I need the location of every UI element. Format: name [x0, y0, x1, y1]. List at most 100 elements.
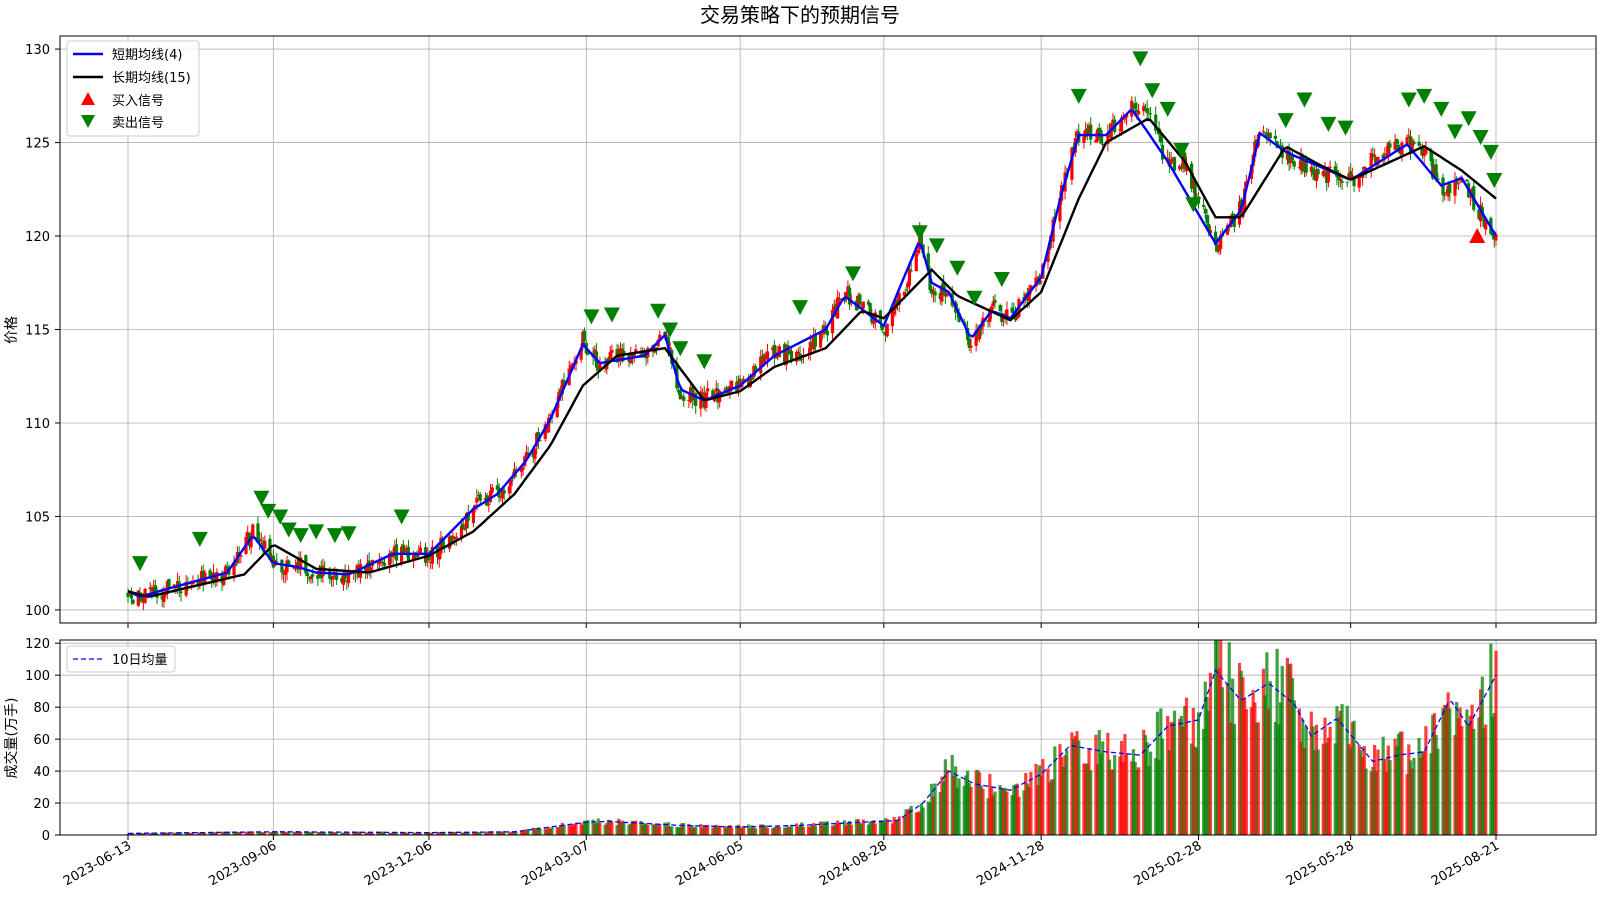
candle-body — [1266, 133, 1271, 136]
volume-bar — [670, 826, 674, 835]
volume-bar — [1419, 757, 1423, 835]
volume-bar — [812, 823, 816, 835]
candle-body — [1468, 196, 1472, 198]
candle-body — [788, 349, 792, 352]
volume-bar — [856, 819, 860, 835]
candle-body — [1131, 103, 1136, 105]
candle-body — [394, 544, 399, 561]
candle-body — [1412, 141, 1416, 145]
volume-bar — [1383, 758, 1387, 835]
volume-bar — [441, 833, 445, 835]
volume-bar — [883, 818, 888, 835]
volume-bar — [1208, 672, 1213, 835]
volume-bar — [1013, 784, 1018, 835]
sell-signal-marker — [650, 303, 667, 319]
buy-signal-marker — [1469, 228, 1486, 244]
volume-bar — [666, 822, 670, 835]
volume-bar — [476, 832, 481, 835]
candle-body — [598, 362, 602, 369]
volume-bar — [824, 821, 828, 835]
volume-bar — [723, 825, 727, 835]
candle-body — [500, 489, 505, 499]
candle-body — [437, 551, 441, 560]
volume-bar — [1010, 795, 1014, 835]
volume-bar — [439, 832, 443, 835]
volume-bar — [1075, 731, 1079, 835]
candle-body — [581, 331, 585, 348]
volume-bar — [1000, 789, 1004, 835]
volume-bar — [1340, 704, 1344, 835]
volume-bar — [957, 778, 961, 835]
candle-body — [1142, 105, 1146, 112]
volume-bar — [211, 832, 216, 835]
volume-bar — [1467, 723, 1471, 835]
candle-body — [752, 365, 756, 378]
candle-body — [222, 579, 226, 585]
volume-bar — [962, 785, 966, 835]
volume-bar — [569, 826, 573, 835]
volume-bar — [177, 832, 181, 835]
chart-title: 交易策略下的预期信号 — [700, 3, 900, 27]
volume-bar — [162, 832, 166, 835]
volume-bar — [560, 822, 564, 835]
volume-bar — [1434, 734, 1438, 835]
volume-bar — [1482, 728, 1486, 835]
volume-bar — [376, 831, 380, 835]
candle-body — [1297, 167, 1301, 169]
candle-body — [165, 581, 169, 594]
candle-body — [483, 497, 487, 500]
volume-bar — [141, 833, 145, 835]
candle-body — [1436, 178, 1440, 181]
volume-bar — [425, 833, 429, 835]
volume-bar — [789, 824, 794, 835]
candle-body — [1029, 285, 1033, 290]
candle-body — [239, 555, 243, 557]
sell-signal-marker — [308, 524, 325, 540]
sell-signal-marker — [1185, 197, 1202, 213]
price-grid — [60, 36, 1596, 623]
volume-bar — [1249, 707, 1254, 835]
volume-bar — [1099, 753, 1103, 835]
candle-body — [1015, 317, 1019, 319]
volume-tick-label: 120 — [25, 637, 50, 652]
volume-bar — [730, 827, 734, 835]
candle-body — [152, 587, 156, 592]
volume-bar — [1441, 708, 1445, 835]
volume-bar — [287, 831, 291, 835]
volume-bar — [1039, 775, 1043, 835]
volume-bar — [1207, 710, 1211, 835]
candle-body — [1492, 233, 1496, 240]
candle-body — [129, 592, 134, 599]
candle-body — [543, 424, 547, 439]
candle-body — [287, 560, 291, 566]
volume-bar — [1196, 712, 1201, 835]
volume-bar — [798, 825, 802, 835]
volume-bar — [764, 825, 768, 835]
candle-body — [1145, 108, 1149, 113]
volume-bar — [818, 821, 823, 835]
volume-bar — [153, 832, 157, 835]
volume-legend-box — [66, 645, 176, 673]
volume-bar — [663, 822, 667, 835]
candle-body — [225, 566, 229, 568]
volume-bar — [198, 833, 202, 835]
candle-body — [136, 590, 140, 606]
candle-body — [162, 594, 166, 602]
candle-body — [1111, 119, 1115, 124]
candle-body — [1178, 165, 1182, 170]
candle-body — [464, 513, 469, 529]
volume-bar — [830, 825, 835, 835]
volume-bar — [1384, 771, 1389, 835]
volume-bar — [598, 823, 602, 835]
candle-body — [210, 577, 214, 581]
candle-body — [280, 559, 284, 573]
volume-bar — [700, 828, 705, 835]
volume-bar — [1465, 709, 1469, 835]
candle-body — [957, 312, 961, 322]
volume-bar — [1077, 740, 1081, 835]
volume-bar — [213, 832, 217, 835]
volume-bar — [1049, 779, 1053, 835]
volume-bar — [1063, 755, 1067, 835]
volume-bar — [617, 818, 621, 835]
volume-bar — [1241, 677, 1245, 835]
